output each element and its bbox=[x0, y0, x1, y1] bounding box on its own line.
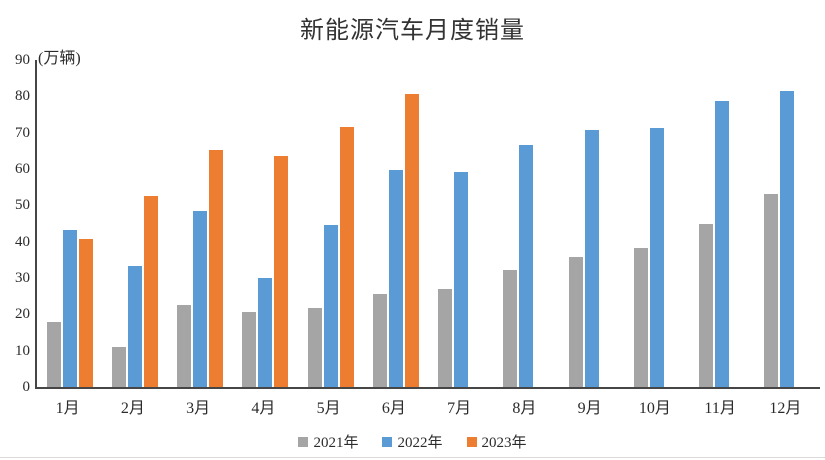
bar-group-5月 bbox=[298, 60, 363, 387]
x-axis-label-3月: 3月 bbox=[186, 400, 211, 417]
bar-group-4月 bbox=[233, 60, 298, 387]
legend-item-2021年: 2021年 bbox=[298, 431, 358, 452]
bar-2021年-12月 bbox=[764, 194, 779, 387]
bar-2023年-1月 bbox=[78, 238, 93, 387]
x-axis-label-9月: 9月 bbox=[577, 400, 602, 417]
bar-2022年-6月 bbox=[388, 170, 403, 387]
x-axis-label-12月: 12月 bbox=[769, 400, 802, 417]
bar-group-1月 bbox=[37, 60, 102, 387]
bar-2021年-2月 bbox=[111, 347, 126, 387]
x-axis-label-6月: 6月 bbox=[381, 400, 406, 417]
bar-2021年-5月 bbox=[307, 308, 322, 387]
bottom-divider bbox=[0, 457, 825, 458]
y-axis-tick-label: 70 bbox=[15, 124, 30, 141]
bar-2021年-9月 bbox=[568, 257, 583, 387]
bar-2022年-12月 bbox=[780, 91, 795, 387]
bar-2022年-11月 bbox=[715, 101, 730, 387]
bar-group-9月 bbox=[559, 60, 624, 387]
bar-2022年-8月 bbox=[519, 145, 534, 387]
bar-2023年-2月 bbox=[143, 196, 158, 387]
x-axis-label-4月: 4月 bbox=[251, 400, 276, 417]
legend-label: 2021年 bbox=[313, 435, 359, 451]
x-axis-label-8月: 8月 bbox=[512, 400, 537, 417]
legend-label: 2022年 bbox=[397, 435, 443, 451]
y-axis-tick-label: 60 bbox=[15, 161, 30, 177]
y-axis-tick-label: 10 bbox=[15, 342, 30, 359]
bars-container bbox=[37, 60, 820, 387]
bar-2021年-11月 bbox=[699, 223, 714, 387]
legend-swatch-icon bbox=[298, 436, 309, 447]
plot-area bbox=[35, 60, 820, 389]
bar-group-11月 bbox=[690, 60, 755, 387]
y-axis-tick-label: 40 bbox=[15, 233, 30, 250]
bar-2022年-1月 bbox=[62, 230, 77, 387]
bar-group-2月 bbox=[102, 60, 167, 387]
y-axis-tick-label: 50 bbox=[15, 197, 30, 214]
bar-2021年-8月 bbox=[503, 270, 518, 387]
x-axis-label-1月: 1月 bbox=[55, 400, 80, 417]
bar-2021年-6月 bbox=[372, 294, 387, 387]
bar-2022年-2月 bbox=[127, 265, 142, 387]
bar-2023年-3月 bbox=[209, 149, 224, 387]
y-axis-tick-label: 0 bbox=[22, 379, 31, 395]
bar-2022年-7月 bbox=[454, 171, 469, 387]
bar-2021年-7月 bbox=[438, 288, 453, 387]
legend-item-2023年: 2023年 bbox=[466, 431, 527, 452]
y-axis-tick-label: 80 bbox=[15, 88, 30, 105]
bar-2022年-5月 bbox=[323, 224, 338, 387]
y-axis-tick-label: 20 bbox=[15, 306, 30, 323]
bar-group-3月 bbox=[168, 60, 233, 387]
legend-swatch-icon bbox=[466, 436, 477, 447]
y-axis-tick-label: 90 bbox=[15, 52, 30, 68]
legend: 2021年 2022年 2023年 bbox=[0, 431, 825, 452]
x-axis-label-5月: 5月 bbox=[316, 400, 341, 417]
bar-group-8月 bbox=[494, 60, 559, 387]
legend-swatch-icon bbox=[382, 436, 393, 447]
bar-group-10月 bbox=[624, 60, 689, 387]
x-axis-label-11月: 11月 bbox=[704, 400, 736, 417]
x-axis-label-2月: 2月 bbox=[120, 400, 145, 417]
bar-2021年-4月 bbox=[242, 312, 257, 387]
bar-group-7月 bbox=[429, 60, 494, 387]
bar-2023年-5月 bbox=[339, 126, 354, 387]
bar-2023年-4月 bbox=[274, 155, 289, 387]
chart-title: 新能源汽车月度销量 bbox=[300, 18, 525, 44]
bar-2021年-1月 bbox=[46, 321, 61, 387]
bar-2022年-3月 bbox=[193, 211, 208, 387]
bar-group-12月 bbox=[755, 60, 820, 387]
legend-label: 2023年 bbox=[481, 435, 527, 451]
bar-2021年-10月 bbox=[633, 247, 648, 387]
bar-2021年-3月 bbox=[177, 304, 192, 387]
bar-2022年-10月 bbox=[649, 127, 664, 387]
bar-2022年-4月 bbox=[258, 278, 273, 387]
legend-item-2022年: 2022年 bbox=[382, 431, 443, 452]
bar-2023年-6月 bbox=[404, 94, 419, 387]
y-axis-unit-label: (万辆) bbox=[38, 50, 81, 67]
bar-group-6月 bbox=[363, 60, 428, 387]
x-axis-label-7月: 7月 bbox=[447, 400, 472, 417]
y-axis-tick-label: 30 bbox=[15, 270, 30, 286]
x-axis-labels: 1月 2月 3月 4月 5月 6月 7月 8月 9月 10月 11月 12月 bbox=[35, 394, 818, 418]
x-axis-label-10月: 10月 bbox=[638, 400, 671, 417]
bar-2022年-9月 bbox=[584, 129, 599, 387]
